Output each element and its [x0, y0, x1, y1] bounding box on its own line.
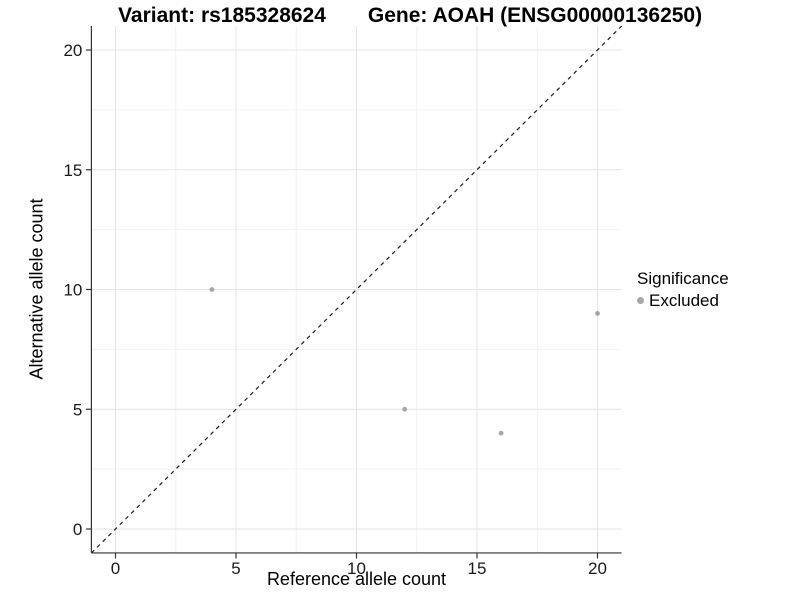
y-tick-label: 5: [73, 400, 82, 419]
x-tick-label: 10: [347, 559, 366, 578]
y-tick-label: 0: [73, 520, 82, 539]
y-tick-label: 10: [63, 281, 82, 300]
y-tick-label: 20: [63, 41, 82, 60]
gene-title: Gene: AOAH (ENSG00000136250): [367, 4, 703, 27]
legend-item-label: Excluded: [649, 291, 719, 310]
variant-title: Variant: rs185328624: [118, 4, 326, 27]
x-tick-label: 5: [231, 559, 240, 578]
data-point: [498, 430, 504, 436]
y-axis-title: Alternative allele count: [26, 198, 47, 380]
legend: Significance Excluded: [637, 269, 729, 310]
data-point: [595, 311, 600, 316]
data-point: [402, 406, 408, 412]
y-tick-label: 15: [63, 161, 82, 180]
legend-item-excluded: Excluded: [637, 291, 729, 310]
x-tick-label: 0: [111, 559, 120, 578]
excluded-point-icon: [637, 297, 644, 304]
x-axis-title: Reference allele count: [266, 569, 447, 589]
x-tick-label: 20: [588, 559, 607, 578]
data-point: [209, 287, 215, 292]
x-tick-label: 15: [468, 559, 487, 578]
legend-title: Significance: [637, 269, 729, 288]
